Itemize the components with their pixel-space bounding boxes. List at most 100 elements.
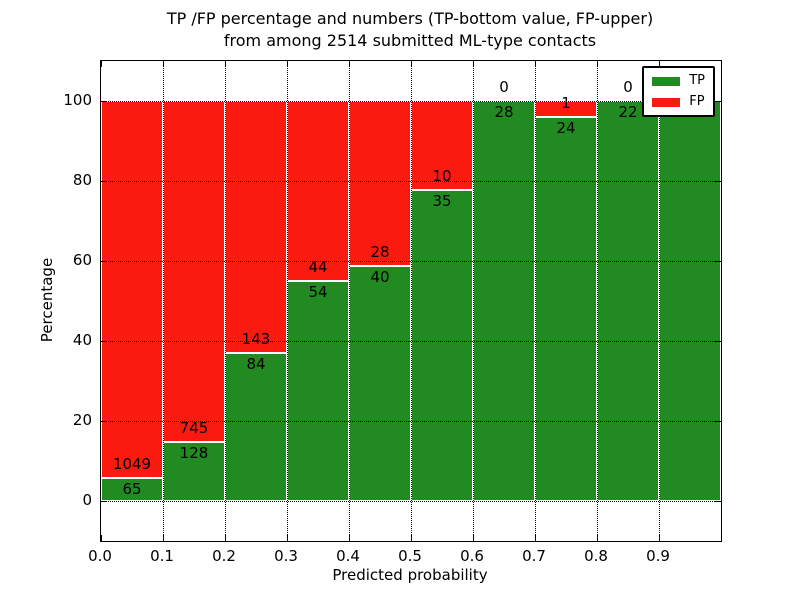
tp-count-label: 22: [618, 103, 638, 121]
y-axis-tick: [101, 261, 107, 262]
y-axis-tick: [101, 101, 107, 102]
fp-bar-segment: [287, 101, 349, 281]
x-axis-tick: [163, 61, 164, 67]
legend-item-tp: TP: [652, 74, 705, 88]
fp-bar-segment: [101, 101, 163, 478]
x-tick-label: 0.2: [212, 547, 236, 565]
x-axis-tick: [473, 535, 474, 541]
y-axis-tick: [715, 421, 721, 422]
tp-count-label: 28: [494, 103, 514, 121]
x-axis-tick: [659, 535, 660, 541]
fp-swatch: [652, 97, 681, 107]
y-axis-tick: [715, 261, 721, 262]
x-tick-label: 0.9: [646, 547, 670, 565]
x-axis-tick: [597, 535, 598, 541]
y-tick-label: 60: [72, 251, 92, 269]
x-axis-tick: [473, 61, 474, 67]
x-axis-tick: [287, 61, 288, 67]
tp-count-label: 65: [122, 479, 142, 498]
fp-count-label: 0: [499, 78, 509, 96]
y-axis-title: Percentage: [38, 257, 56, 343]
chart-title-line2: from among 2514 submitted ML-type contac…: [223, 31, 597, 50]
fp-count-label: 10: [432, 166, 452, 185]
x-tick-label: 0.6: [460, 547, 484, 565]
legend-label-tp: TP: [689, 73, 705, 88]
y-tick-label: 0: [82, 491, 92, 509]
y-tick-label: 100: [63, 91, 92, 109]
tp-bar-segment: [101, 477, 163, 501]
fp-count-label: 28: [370, 242, 390, 261]
tp-bar-segment: [287, 280, 349, 501]
y-axis-tick: [101, 181, 107, 182]
x-axis-title: Predicted probability: [332, 566, 488, 584]
x-axis-tick: [101, 535, 102, 541]
x-axis-tick: [349, 535, 350, 541]
y-axis-tick: [101, 501, 107, 502]
tp-count-label: 84: [246, 354, 266, 373]
y-axis-tick: [715, 501, 721, 502]
x-axis-tick: [411, 61, 412, 67]
fp-count-label: 0: [623, 78, 633, 96]
legend: TP FP: [642, 66, 715, 117]
y-axis-tick: [715, 181, 721, 182]
gridline-vertical: [225, 61, 226, 541]
x-tick-label: 0.7: [522, 547, 546, 565]
gridline-vertical: [597, 61, 598, 541]
y-tick-label: 40: [72, 331, 92, 349]
x-axis-tick: [163, 535, 164, 541]
gridline-vertical: [473, 61, 474, 541]
tp-bar-segment: [411, 189, 473, 501]
tp-bar-segment: [225, 352, 287, 501]
fp-count-label: 1049: [112, 454, 152, 473]
gridline-vertical: [163, 61, 164, 541]
y-axis-tick: [101, 421, 107, 422]
x-tick-label: 0.3: [274, 547, 298, 565]
chart-title: TP /FP percentage and numbers (TP-bottom…: [100, 8, 720, 52]
legend-item-fp: FP: [652, 95, 705, 109]
x-axis-tick: [287, 535, 288, 541]
gridline-vertical: [287, 61, 288, 541]
gridline-vertical: [411, 61, 412, 541]
chart-title-line1: TP /FP percentage and numbers (TP-bottom…: [166, 9, 654, 28]
fp-count-label: 44: [308, 257, 328, 276]
y-tick-label: 20: [72, 411, 92, 429]
x-axis-tick: [225, 535, 226, 541]
tp-count-label: 24: [556, 119, 576, 137]
tp-swatch: [652, 76, 681, 86]
tp-bar-segment: [535, 117, 597, 501]
tp-bar-segment: [659, 101, 721, 501]
x-axis-tick: [349, 61, 350, 67]
y-axis-tick: [101, 341, 107, 342]
plot-area: 1049657451281438444542840103502812402201…: [100, 60, 722, 542]
x-axis-tick: [535, 535, 536, 541]
x-tick-label: 0.5: [398, 547, 422, 565]
tp-bar-segment: [349, 265, 411, 501]
y-tick-label: 80: [72, 171, 92, 189]
x-axis-tick: [597, 61, 598, 67]
legend-label-fp: FP: [689, 94, 705, 109]
x-axis-tick: [101, 61, 102, 67]
fp-bar-segment: [163, 101, 225, 443]
x-tick-label: 0.0: [88, 547, 112, 565]
x-axis-tick: [535, 61, 536, 67]
tp-bar-segment: [597, 101, 659, 501]
tp-count-label: 128: [179, 444, 209, 463]
x-axis-tick: [225, 61, 226, 67]
x-tick-label: 0.4: [336, 547, 360, 565]
gridline-vertical: [535, 61, 536, 541]
gridline-vertical: [659, 61, 660, 541]
x-axis-tick: [411, 535, 412, 541]
fp-bar-segment: [225, 101, 287, 353]
tp-count-label: 40: [370, 267, 390, 286]
gridline-vertical: [349, 61, 350, 541]
fp-count-label: 745: [179, 419, 209, 438]
x-axis-tick: [659, 61, 660, 67]
tp-bar-segment: [473, 101, 535, 501]
x-tick-label: 0.1: [150, 547, 174, 565]
x-tick-label: 0.8: [584, 547, 608, 565]
y-axis-tick: [715, 101, 721, 102]
tp-count-label: 54: [308, 282, 328, 301]
fp-count-label: 143: [241, 329, 271, 348]
fp-bar-segment: [349, 101, 411, 266]
